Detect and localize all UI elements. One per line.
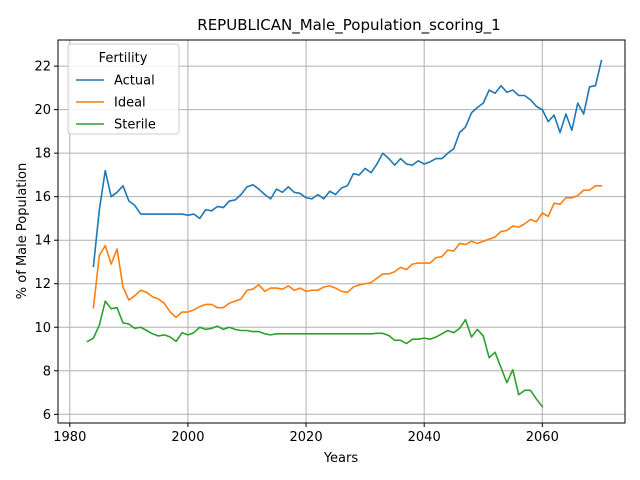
x-axis-ticks: 1980 2000 2020 2040 2060 [53,423,559,445]
grid-lines [58,40,625,423]
x-tick-label: 2000 [171,430,204,445]
legend-frame [67,43,180,135]
legend-title: Fertility [99,51,148,66]
x-tick-label: 1980 [53,430,86,445]
y-tick-label: 8 [43,364,51,379]
y-tick-label: 14 [34,234,51,249]
series-line-actual [92,59,603,268]
series-line-sterile [86,300,544,408]
x-tick-label: 2060 [526,430,559,445]
legend-label-actual: Actual [114,74,155,89]
legend: Fertility Actual Ideal Sterile [67,43,180,135]
y-tick-label: 12 [34,277,51,292]
y-tick-label: 6 [43,408,51,423]
x-tick-label: 2020 [290,430,323,445]
plot-frame [57,39,626,424]
y-tick-label: 20 [34,103,51,118]
y-axis-ticks: 6 8 10 12 14 16 18 20 22 [34,60,58,423]
x-axis-title: Years [323,451,359,466]
y-axis-title: % of Male Population [15,163,30,299]
series-lines [86,59,603,408]
y-tick-label: 16 [34,190,51,205]
legend-label-ideal: Ideal [114,96,146,111]
legend-label-sterile: Sterile [114,118,156,133]
chart-title: REPUBLICAN_Male_Population_scoring_1 [197,16,500,35]
x-tick-label: 2040 [408,430,441,445]
series-line-ideal [92,185,603,319]
y-tick-label: 18 [34,147,51,162]
y-tick-label: 10 [34,321,51,336]
y-tick-label: 22 [34,60,51,75]
